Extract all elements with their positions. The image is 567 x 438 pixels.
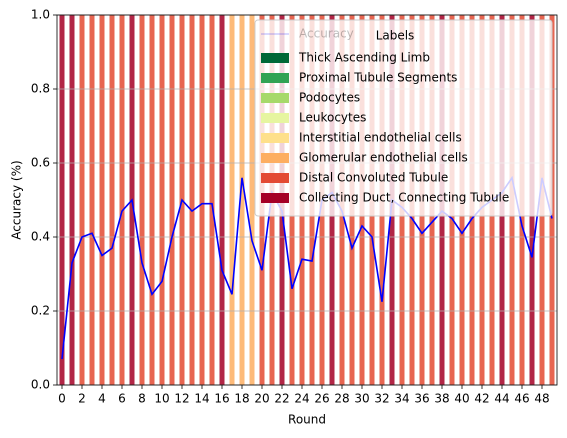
- x-tick-label: 38: [434, 392, 449, 406]
- legend-label: Proximal Tubule Segments: [299, 71, 457, 85]
- legend-swatch: [261, 173, 289, 183]
- legend-label: Collecting Duct, Connecting Tubule: [299, 191, 509, 205]
- x-tick-label: 22: [274, 392, 289, 406]
- bar: [109, 15, 115, 385]
- y-tick-label: 0.0: [31, 378, 50, 392]
- bar: [219, 15, 225, 385]
- bar: [209, 15, 215, 385]
- legend-swatch: [261, 193, 289, 203]
- bar: [79, 15, 85, 385]
- x-tick-label: 46: [514, 392, 529, 406]
- y-tick-label: 1.0: [31, 8, 50, 22]
- y-tick-label: 0.6: [31, 156, 50, 170]
- bar: [249, 15, 255, 385]
- x-tick-label: 24: [294, 392, 309, 406]
- accuracy-line: [61, 175, 553, 360]
- x-tick-label: 44: [494, 392, 509, 406]
- x-tick-label: 20: [254, 392, 269, 406]
- x-tick-label: 0: [58, 392, 66, 406]
- x-tick-label: 28: [334, 392, 349, 406]
- x-tick-label: 34: [394, 392, 409, 406]
- x-tick-label: 8: [138, 392, 146, 406]
- x-tick-label: 48: [534, 392, 549, 406]
- bar: [229, 15, 235, 385]
- bar: [239, 15, 245, 385]
- legend-label: Leukocytes: [299, 111, 366, 125]
- bar: [159, 15, 165, 385]
- legend-swatch: [261, 133, 289, 143]
- x-axis-label: Round: [288, 413, 326, 427]
- x-tick-label: 14: [194, 392, 209, 406]
- x-tick-label: 4: [98, 392, 106, 406]
- x-tick-label: 30: [354, 392, 369, 406]
- x-tick-label: 42: [474, 392, 489, 406]
- bar: [139, 15, 145, 385]
- x-tick-label: 26: [314, 392, 329, 406]
- bar: [99, 15, 105, 385]
- bar: [89, 15, 95, 385]
- axes-frame: [56, 14, 558, 386]
- bar: [169, 15, 175, 385]
- x-tick-label: 12: [174, 392, 189, 406]
- legend-swatch: [261, 113, 289, 123]
- x-tick-label: 6: [118, 392, 126, 406]
- legend-label: Interstitial endothelial cells: [299, 131, 462, 145]
- legend-box: [254, 19, 553, 217]
- x-tick-label: 16: [214, 392, 229, 406]
- legend-swatch: [261, 53, 289, 63]
- y-tick-label: 0.8: [31, 82, 50, 96]
- x-tick-label: 2: [78, 392, 86, 406]
- bar: [199, 15, 205, 385]
- legend-label: Podocytes: [299, 91, 360, 105]
- legend-swatch: [261, 93, 289, 103]
- x-tick-label: 18: [234, 392, 249, 406]
- y-tick-label: 0.4: [31, 230, 50, 244]
- bar: [149, 15, 155, 385]
- legend-title: Labels: [376, 29, 415, 43]
- x-tick-label: 40: [454, 392, 469, 406]
- x-tick-label: 32: [374, 392, 389, 406]
- legend-label: Accuracy: [299, 27, 354, 41]
- legend-swatch: [261, 153, 289, 163]
- bar: [119, 15, 125, 385]
- bar: [69, 15, 75, 385]
- legend-label: Distal Convoluted Tubule: [299, 171, 448, 185]
- bar: [59, 15, 65, 385]
- legend-label: Thick Ascending Limb: [298, 51, 430, 65]
- y-axis-label: Accuracy (%): [10, 160, 24, 239]
- x-tick-label: 36: [414, 392, 429, 406]
- x-tick-label: 10: [154, 392, 169, 406]
- legend-label: Glomerular endothelial cells: [299, 151, 468, 165]
- y-tick-label: 0.2: [31, 304, 50, 318]
- bar: [189, 15, 195, 385]
- legend-swatch: [261, 73, 289, 83]
